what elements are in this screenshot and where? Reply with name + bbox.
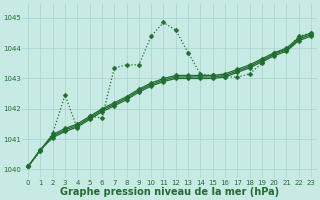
X-axis label: Graphe pression niveau de la mer (hPa): Graphe pression niveau de la mer (hPa) <box>60 187 279 197</box>
